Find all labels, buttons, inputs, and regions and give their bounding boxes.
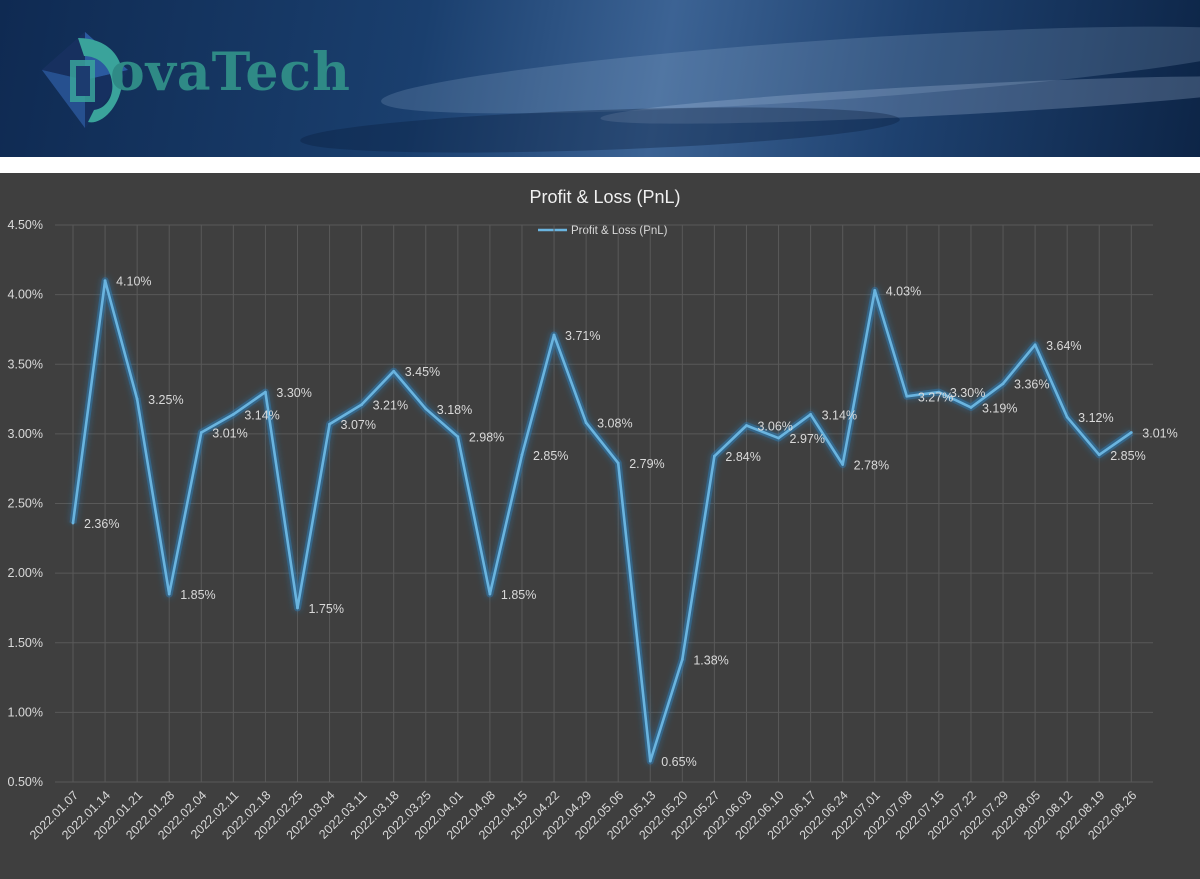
y-tick-label: 2.50% bbox=[8, 497, 43, 511]
y-tick-label: 2.00% bbox=[8, 566, 43, 580]
data-point bbox=[969, 406, 973, 409]
series-line-glow bbox=[69, 277, 1134, 765]
chart-title: Profit & Loss (PnL) bbox=[529, 187, 680, 207]
data-point bbox=[616, 461, 620, 465]
data-label: 3.08% bbox=[597, 417, 632, 431]
data-label: 3.18% bbox=[437, 403, 472, 417]
header-banner: ovaTech bbox=[0, 0, 1200, 157]
y-tick-label: 1.50% bbox=[8, 636, 43, 650]
data-label: 2.84% bbox=[725, 450, 760, 464]
data-label: 3.27% bbox=[918, 390, 953, 404]
data-label: 2.78% bbox=[854, 459, 889, 473]
data-point bbox=[424, 407, 428, 411]
data-point bbox=[520, 453, 524, 457]
data-point bbox=[264, 390, 267, 394]
data-point bbox=[841, 463, 845, 466]
data-label: 4.10% bbox=[116, 275, 151, 289]
data-label: 3.14% bbox=[822, 408, 857, 422]
data-point bbox=[648, 759, 652, 763]
data-label: 3.19% bbox=[982, 401, 1017, 415]
data-label: 0.65% bbox=[661, 755, 696, 769]
data-label: 1.38% bbox=[693, 653, 728, 667]
data-point bbox=[905, 394, 909, 398]
data-point bbox=[777, 436, 780, 440]
data-point bbox=[1129, 431, 1133, 434]
y-axis-ticks: 0.50% 1.00% 1.50% 2.00% 2.50% 3.00% 3.50% 4.00%… bbox=[8, 218, 43, 789]
y-tick-label: 0.50% bbox=[8, 775, 43, 789]
data-point bbox=[809, 412, 813, 416]
data-point bbox=[488, 592, 492, 596]
data-point bbox=[456, 435, 460, 439]
data-point bbox=[103, 279, 107, 283]
pnl-line-chart: Profit & Loss (PnL) Profit & Loss (PnL) … bbox=[8, 187, 1178, 842]
data-point bbox=[552, 333, 556, 337]
y-tick-label: 3.50% bbox=[8, 357, 43, 371]
data-point bbox=[713, 454, 716, 458]
data-label: 3.64% bbox=[1046, 339, 1081, 353]
data-label: 3.01% bbox=[1142, 426, 1177, 440]
data-label: 2.98% bbox=[469, 431, 504, 445]
y-tick-label: 4.50% bbox=[8, 218, 43, 232]
data-label: 3.25% bbox=[148, 393, 183, 407]
divider bbox=[0, 157, 1200, 173]
data-label: 3.45% bbox=[405, 365, 440, 379]
data-label: 3.06% bbox=[757, 420, 792, 434]
data-point bbox=[873, 289, 877, 292]
data-point bbox=[1097, 453, 1101, 457]
data-labels: 2.36% 4.10% 3.25% 1.85% 3.01% 3.14% 3.30% 1.75%… bbox=[84, 275, 1178, 769]
data-label: 2.36% bbox=[84, 517, 119, 531]
data-label: 3.07% bbox=[341, 418, 376, 432]
data-label: 3.36% bbox=[1014, 378, 1049, 392]
data-label: 4.03% bbox=[886, 284, 921, 298]
series-line bbox=[71, 279, 1133, 763]
data-label: 3.14% bbox=[244, 408, 279, 422]
data-point bbox=[231, 412, 235, 416]
y-tick-label: 3.00% bbox=[8, 427, 43, 441]
data-label: 3.71% bbox=[565, 329, 600, 343]
data-point bbox=[167, 592, 171, 596]
data-label: 2.79% bbox=[629, 457, 664, 471]
gem-logo-icon bbox=[42, 32, 128, 128]
data-point bbox=[745, 424, 748, 427]
data-point bbox=[360, 403, 364, 407]
data-label: 1.85% bbox=[180, 588, 215, 602]
data-label: 2.85% bbox=[533, 449, 568, 463]
brand-name: ovaTech bbox=[110, 42, 351, 103]
data-point bbox=[680, 658, 684, 661]
series-pnl bbox=[69, 277, 1134, 765]
y-tick-label: 1.00% bbox=[8, 705, 43, 719]
data-point bbox=[71, 521, 75, 525]
y-gridlines bbox=[55, 224, 1153, 783]
data-label: 1.75% bbox=[308, 602, 343, 616]
data-point bbox=[296, 606, 299, 610]
data-label: 3.30% bbox=[950, 386, 985, 400]
x-axis-ticks: 2022.01.072022.01.142022.01.212022.01.28… bbox=[27, 788, 1139, 842]
data-label: 3.12% bbox=[1078, 411, 1113, 425]
data-point bbox=[584, 421, 588, 425]
data-point bbox=[1033, 343, 1037, 347]
data-point bbox=[937, 390, 941, 394]
data-label: 1.85% bbox=[501, 588, 536, 602]
data-point bbox=[135, 397, 139, 401]
y-tick-label: 4.00% bbox=[8, 288, 43, 302]
x-gridlines bbox=[72, 225, 1132, 782]
data-point bbox=[199, 431, 203, 434]
data-label: 3.30% bbox=[276, 386, 311, 400]
chart-container: Profit & Loss (PnL) Profit & Loss (PnL) … bbox=[0, 173, 1200, 879]
legend-entry: Profit & Loss (PnL) bbox=[571, 225, 668, 237]
data-label: 3.01% bbox=[212, 426, 247, 440]
data-point bbox=[328, 422, 331, 426]
data-label: 2.97% bbox=[790, 432, 825, 446]
legend: Profit & Loss (PnL) bbox=[538, 225, 668, 237]
data-point bbox=[1065, 415, 1069, 419]
data-point bbox=[392, 369, 396, 373]
data-label: 2.85% bbox=[1110, 449, 1145, 463]
data-point bbox=[1001, 382, 1005, 386]
data-label: 3.21% bbox=[373, 399, 408, 413]
